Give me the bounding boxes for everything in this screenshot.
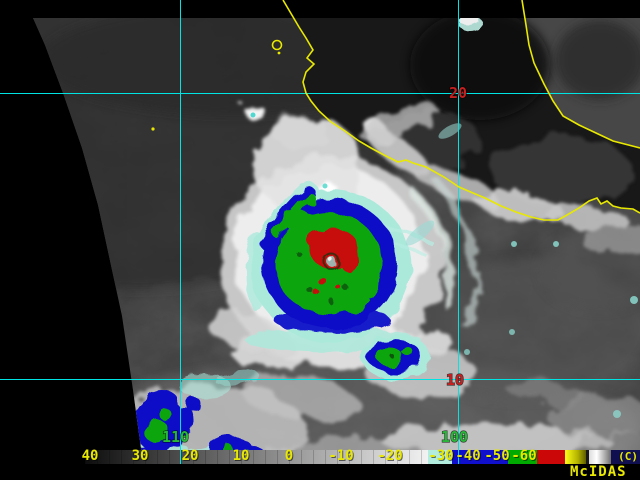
- colorbar-segment-blue: [452, 450, 508, 464]
- colorbar-tick: 40: [81, 448, 99, 464]
- map-labels: 20 10 110 100: [161, 83, 468, 446]
- longitude-label-110: 110: [162, 428, 189, 446]
- cold-cloud-specks: [250, 18, 638, 418]
- temperature-colorbar: (C) 40 30 20 10 0 -10 -20 -30 -40 -50 -6…: [81, 448, 640, 464]
- colorbar-segment-red: [537, 450, 565, 464]
- latitude-label-20: 20: [449, 84, 467, 102]
- colorbar-tick: -60: [511, 448, 537, 464]
- island-dot: [277, 51, 281, 55]
- colorbar-tick: -30: [428, 448, 454, 464]
- storm-enhanced-core: [245, 182, 433, 352]
- status-bar: 10001 G-13 IMG 4 9 JUN 11160 171500 0735…: [0, 464, 640, 480]
- colorbar-tick: 20: [181, 448, 199, 464]
- lat-lon-grid: [0, 0, 640, 450]
- colorbar-segment-cyan: [428, 450, 452, 464]
- colorbar-tick: -40: [455, 448, 481, 464]
- coastline-overlay: [151, 0, 640, 221]
- colorbar-segment-green: [508, 450, 537, 464]
- coastline-gulf: [521, 0, 640, 149]
- latitude-label-10: 10: [446, 371, 464, 389]
- island-speck: [151, 127, 155, 131]
- colorbar-tick: -10: [328, 448, 354, 464]
- colorbar-segment-white-gray: [589, 450, 611, 464]
- convective-cell-southeast: [362, 334, 430, 380]
- coastline-pacific: [282, 0, 640, 221]
- colorbar-tick: 10: [232, 448, 250, 464]
- colorbar-segment-gap: [586, 450, 589, 464]
- colorbar-tick: 30: [131, 448, 149, 464]
- colorbar-unit-label: (C): [618, 450, 638, 463]
- longitude-label-100: 100: [441, 428, 468, 446]
- colorbar-segment-grayscale: [85, 450, 428, 464]
- colorbar-segment-navy: (C): [611, 450, 640, 464]
- island-outline: [271, 39, 283, 51]
- mcidas-brand: McIDAS: [570, 464, 627, 480]
- colorbar-segment-yellow: [565, 450, 586, 464]
- colorbar-tick: -50: [484, 448, 510, 464]
- grid-line-vertical-overlay: [180, 450, 181, 464]
- colorbar-tick: 0: [284, 448, 294, 464]
- colorbar-tick: -20: [377, 448, 403, 464]
- grid-line-vertical-overlay: [458, 450, 459, 464]
